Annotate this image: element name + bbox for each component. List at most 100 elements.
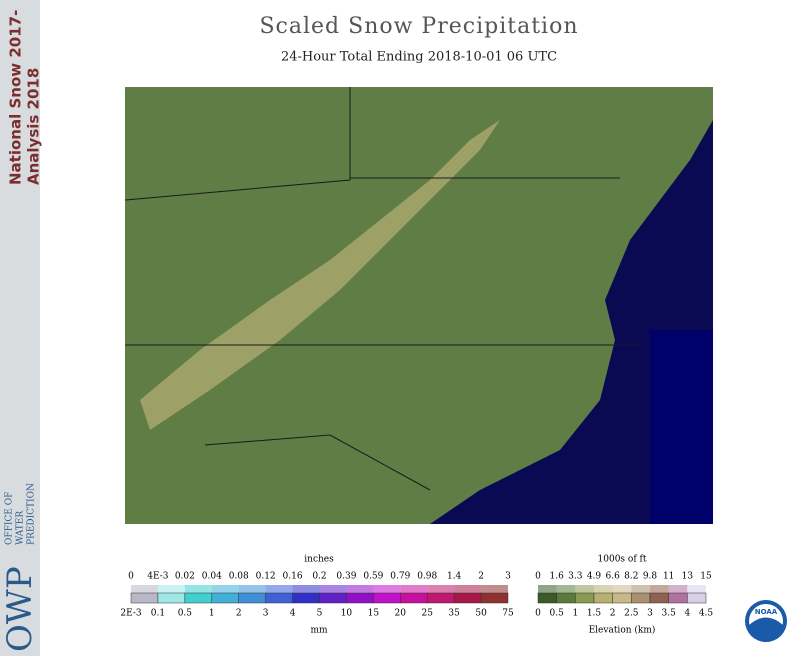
legend-swatch <box>668 585 688 593</box>
legend-swatch <box>480 592 509 604</box>
legend-swatch <box>612 592 632 604</box>
legend-swatch <box>668 592 688 604</box>
legend-label: 0.02 <box>175 572 195 582</box>
legend-label: 1.4 <box>447 572 462 582</box>
legend-swatch <box>687 592 707 604</box>
legend-label: 1.5 <box>587 609 602 619</box>
legend-swatch <box>131 585 158 593</box>
legend-label: 25 <box>421 609 433 619</box>
legend-swatch <box>400 585 428 593</box>
legend-label: 15 <box>700 572 712 582</box>
legend-swatch <box>373 592 401 604</box>
legend-swatch <box>238 585 266 593</box>
legend-swatch <box>211 592 239 604</box>
legend-swatch <box>454 585 482 593</box>
elev-unit: Elevation (km) <box>589 625 656 636</box>
legend-swatch <box>538 585 557 593</box>
legend-label: 0.5 <box>178 609 193 619</box>
legend-label: 2 <box>610 609 616 619</box>
legend-label: 35 <box>448 609 460 619</box>
office-text: OFFICE OF <box>5 492 15 545</box>
legend-label: 9.8 <box>643 572 658 582</box>
legend-swatch <box>346 585 374 593</box>
legend-label: 2 <box>478 572 484 582</box>
legend-label: 50 <box>475 609 487 619</box>
legend-swatch <box>400 592 428 604</box>
noaa-logo: NOAA <box>745 600 787 642</box>
precip-unit: inches <box>304 555 334 565</box>
legend-swatch <box>157 585 185 593</box>
legend-swatch <box>537 592 557 604</box>
noaa-text: NOAA <box>755 608 778 616</box>
legend-label: 2E-3 <box>120 609 142 619</box>
legend-label: 0.98 <box>417 572 437 582</box>
sidebar <box>0 0 40 656</box>
legend-label: 0.59 <box>363 572 383 582</box>
legend-swatch <box>292 585 320 593</box>
office-text: PREDICTION <box>27 483 37 545</box>
legend-label: 75 <box>502 609 514 619</box>
subtitle: 24-Hour Total Ending 2018-10-01 06 UTC <box>281 50 557 65</box>
legend-label: 4.5 <box>699 609 714 619</box>
legend-label: 13 <box>682 572 694 582</box>
legend-label: 0.16 <box>283 572 303 582</box>
legend-label: 5 <box>317 609 323 619</box>
sidebar-title: National Snow 2017- <box>7 10 25 185</box>
legend-label: 0 <box>535 572 541 582</box>
legend-swatch <box>184 585 212 593</box>
legend-label: 0.04 <box>202 572 222 582</box>
legend-label: 3 <box>263 609 269 619</box>
legend-swatch <box>631 585 650 593</box>
legend-swatch <box>649 592 669 604</box>
legend-swatch <box>373 585 401 593</box>
legend-label: 0.12 <box>256 572 276 582</box>
legend-swatch <box>319 592 347 604</box>
legend-swatch <box>575 592 595 604</box>
map <box>124 87 713 524</box>
legend-label: 0 <box>535 609 541 619</box>
legend-swatch <box>265 592 293 604</box>
office-text: WATER <box>16 511 26 545</box>
legend-label: 0.08 <box>229 572 249 582</box>
legend-label: 0.39 <box>336 572 356 582</box>
legend-label: 4 <box>290 609 296 619</box>
legend-label: 0.1 <box>151 609 165 619</box>
legend-label: 1 <box>209 609 215 619</box>
legend-label: 1 <box>572 609 578 619</box>
legend-swatch <box>427 585 455 593</box>
legend-label: 0.79 <box>390 572 410 582</box>
precip-unit: mm <box>310 626 328 636</box>
legend-swatch <box>211 585 239 593</box>
legend-label: 1.6 <box>550 572 565 582</box>
title: Scaled Snow Precipitation <box>259 14 578 39</box>
legend-swatch <box>265 585 293 593</box>
legend-label: 3.3 <box>568 572 583 582</box>
legend-label: 2.5 <box>624 609 639 619</box>
legend-swatch <box>593 592 613 604</box>
legend-swatch <box>631 592 651 604</box>
legend-label: 4 <box>684 609 690 619</box>
legend-swatch <box>594 585 613 593</box>
legend-label: 2 <box>236 609 242 619</box>
legend-swatch <box>238 592 266 604</box>
legend-swatch <box>481 585 508 593</box>
legend-swatch <box>556 585 576 593</box>
legend-label: 10 <box>341 609 353 619</box>
legend-swatch <box>453 592 482 604</box>
legend-label: 3.5 <box>662 609 677 619</box>
legend-label: 0 <box>128 572 134 582</box>
legend-swatch <box>184 592 213 604</box>
legend-swatch <box>575 585 594 593</box>
legend-label: 20 <box>395 609 407 619</box>
legend-swatch <box>612 585 632 593</box>
legend-label: 4E-3 <box>147 572 169 582</box>
legend-swatch <box>157 592 186 604</box>
legend-label: 11 <box>663 572 674 582</box>
legend-swatch <box>426 592 455 604</box>
legend-swatch <box>319 585 347 593</box>
legend-swatch <box>292 592 320 604</box>
legend-label: 4.9 <box>587 572 602 582</box>
legend-label: 0.5 <box>550 609 565 619</box>
elev-unit: 1000s of ft <box>598 555 647 565</box>
